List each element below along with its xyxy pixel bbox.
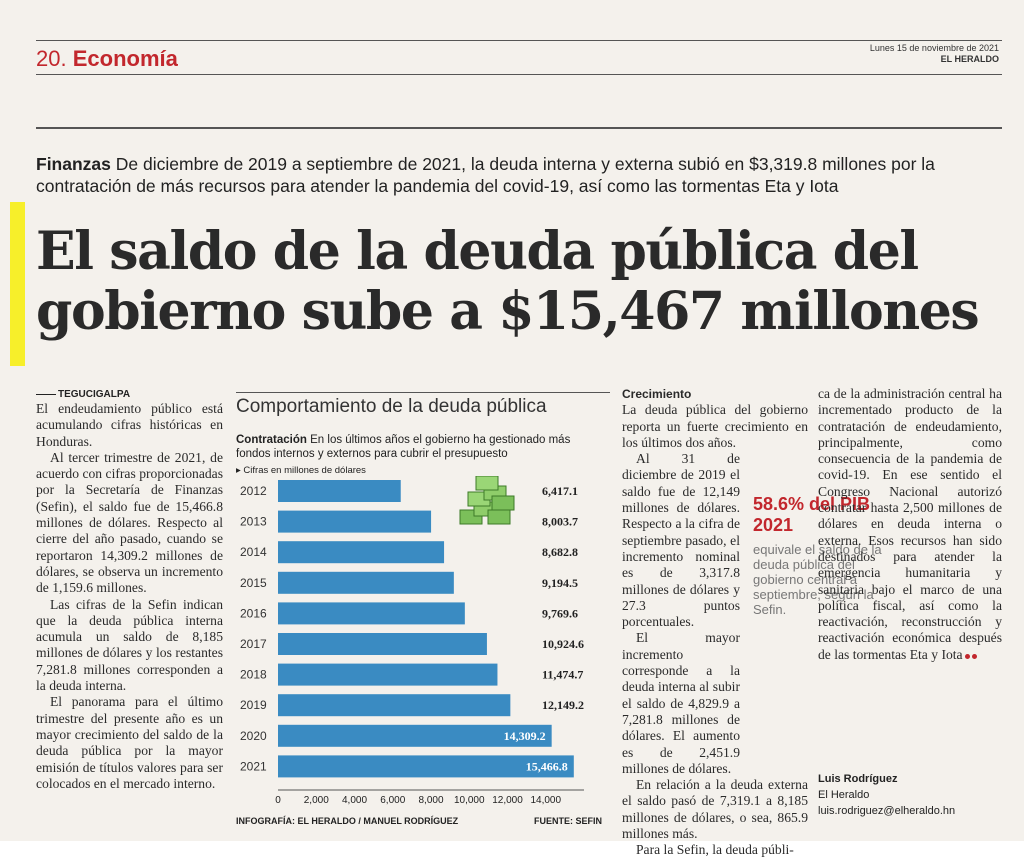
- issue-date: Lunes 15 de noviembre de 2021: [869, 43, 999, 53]
- article-column-4: ca de la administración central ha incre…: [818, 386, 1002, 663]
- article-column-1: El endeudamiento público está acumulando…: [36, 401, 223, 792]
- highlighter-mark: [10, 202, 25, 366]
- end-mark-icon: [964, 653, 970, 659]
- byline-org: El Heraldo: [818, 789, 870, 801]
- bar: [278, 633, 487, 655]
- chart-top-rule: [236, 392, 610, 393]
- top-rule: [36, 40, 1002, 41]
- callout-text: equivale el saldo de la deuda pública de…: [753, 542, 901, 617]
- category-label: 2016: [240, 606, 267, 620]
- tick-label: 2,000: [304, 795, 329, 806]
- bar: [278, 541, 445, 564]
- tick-label: 12,000: [492, 795, 523, 806]
- bar: [278, 510, 432, 533]
- section-header: 20. Economía: [36, 46, 178, 72]
- section-name: Economía: [72, 46, 178, 71]
- infographic-source: FUENTE: SEFIN: [534, 816, 603, 826]
- category-label: 2013: [240, 515, 267, 529]
- deck-text: De diciembre de 2019 a septiembre de 202…: [36, 154, 935, 196]
- bar-chart: 2012 6,417.1 2013 8,003.7 2014 8,682.8 2015 9,1…: [240, 476, 584, 806]
- category-label: 2012: [240, 484, 267, 498]
- paragraph: Al tercer trimestre de 2021, de acuerdo …: [36, 449, 223, 596]
- headline-line-2: gobierno sube a $15,467 millones: [36, 281, 980, 342]
- bar: [278, 755, 574, 778]
- category-label: 2020: [240, 729, 267, 743]
- money-stack-icon: [459, 476, 515, 525]
- value-label: 12,149.2: [542, 698, 584, 712]
- paragraph: El panorama para el último trimestre del…: [36, 694, 223, 791]
- value-label: 11,474.7: [542, 668, 583, 682]
- value-label: 6,417.1: [542, 484, 578, 498]
- bar: [278, 480, 401, 502]
- tick-label: 8,000: [418, 795, 443, 806]
- category-label: 2019: [240, 698, 267, 712]
- article-dateline: TEGUCIGALPA: [36, 389, 130, 400]
- byline: Luis Rodríguez El Heraldo luis.rodriguez…: [818, 771, 955, 819]
- tick-label: 6,000: [380, 795, 405, 806]
- category-label: 2021: [240, 759, 267, 773]
- article-column-3: Crecimiento La deuda pública del gobiern…: [622, 386, 808, 859]
- bar: [278, 724, 552, 747]
- header-rule: [36, 74, 1002, 75]
- bar: [278, 571, 454, 594]
- paragraph: La deuda pública del gobierno reporta un…: [622, 402, 808, 450]
- value-label: 8,003.7: [542, 515, 578, 529]
- chart-subtitle: Contratación En los últimos años el gobi…: [236, 434, 571, 460]
- publication-name: EL HERALDO: [940, 54, 999, 64]
- chart-subtitle-kicker: Contratación: [236, 434, 307, 446]
- column-subhead: Crecimiento: [622, 387, 692, 401]
- bar: [278, 694, 511, 717]
- page-number: 20.: [36, 46, 67, 71]
- byline-email: luis.rodriguez@elheraldo.hn: [818, 805, 956, 817]
- dateline: Lunes 15 de noviembre de 2021 EL HERALDO: [870, 43, 999, 65]
- paragraph: El mayor incremento corresponde a la deu…: [622, 630, 740, 776]
- tick-label: 14,000: [530, 795, 561, 806]
- tick-label: 10,000: [454, 795, 485, 806]
- paragraph: El endeudamiento público está acumulando…: [36, 401, 223, 449]
- paragraph: Para la Sefin, la deuda públi-: [636, 842, 794, 858]
- tick-label: 4,000: [342, 795, 367, 806]
- value-label: 9,194.5: [542, 576, 578, 590]
- end-mark-icon: [971, 653, 977, 659]
- paragraph: ca de la administración central ha incre…: [818, 386, 1002, 662]
- category-label: 2018: [240, 668, 267, 682]
- value-label: 10,924.6: [542, 637, 584, 651]
- bar: [278, 602, 465, 625]
- chart-unit: ▸ Cifras en millones de dólares: [236, 465, 366, 476]
- deck-rule: [36, 127, 1002, 129]
- category-label: 2014: [240, 545, 267, 559]
- value-label: 14,309.2: [504, 729, 546, 743]
- category-label: 2015: [240, 576, 267, 590]
- paragraph: Al 31 de diciembre de 2019 el saldo fue …: [622, 451, 740, 630]
- infographic-credit: INFOGRAFÍA: EL HERALDO / MANUEL RODRÍGUE…: [236, 816, 459, 826]
- category-label: 2017: [240, 637, 267, 651]
- paragraph: En relación a la deuda externa el saldo …: [622, 777, 808, 842]
- value-label: 8,682.8: [542, 545, 578, 559]
- deck-kicker: Finanzas: [36, 154, 111, 174]
- callout-headline: 58.6% del PIB 2021: [753, 494, 883, 536]
- value-label: 15,466.8: [526, 759, 568, 773]
- headline: El saldo de la deuda pública del gobiern…: [36, 222, 986, 342]
- paragraph: Las cifras de la Sefin indican que la de…: [36, 596, 223, 694]
- bar: [278, 663, 498, 686]
- headline-line-1: El saldo de la deuda pública del: [36, 221, 919, 282]
- newspaper-page: [0, 0, 1024, 841]
- byline-name: Luis Rodríguez: [818, 773, 898, 785]
- deck: Finanzas De diciembre de 2019 a septiemb…: [36, 153, 996, 197]
- tick-label: 0: [275, 795, 281, 806]
- chart-title: Comportamiento de la deuda pública: [236, 396, 547, 417]
- value-label: 9,769.6: [542, 606, 578, 620]
